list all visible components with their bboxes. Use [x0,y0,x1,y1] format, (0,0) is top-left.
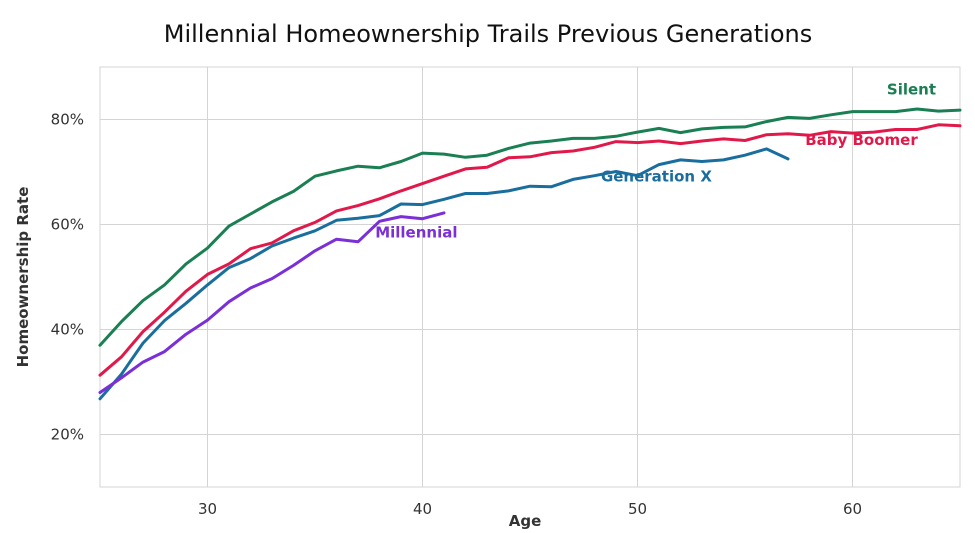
series-labels: Silent Baby Boomer Generation X Millennial [375,80,936,241]
y-axis-label: Homeownership Rate [14,187,32,368]
y-tick-label: 40% [51,321,84,339]
series-line-baby-boomer [98,123,962,377]
y-tick-label: 80% [51,111,84,129]
series-line-silent [98,107,962,347]
x-tick-label: 40 [413,500,432,518]
series-label-generation-x: Generation X [601,167,712,185]
series-label-silent: Silent [887,80,936,98]
x-tick-label: 50 [628,500,647,518]
x-axis-label: Age [509,512,542,530]
grid [100,67,960,487]
x-axis-ticks: 30 40 50 60 [198,500,862,518]
x-tick-label: 60 [843,500,862,518]
series-label-millennial: Millennial [375,224,457,242]
plot-frame [99,66,961,488]
y-tick-label: 60% [51,216,84,234]
series-line-generation-x [98,147,790,401]
chart-title: Millennial Homeownership Trails Previous… [164,20,812,48]
y-axis-ticks: 20% 40% 60% 80% [51,111,84,444]
series-line-millennial [98,211,446,394]
x-tick-label: 30 [198,500,217,518]
series-group [98,107,962,401]
series-label-baby-boomer: Baby Boomer [805,131,918,149]
y-tick-label: 20% [51,426,84,444]
